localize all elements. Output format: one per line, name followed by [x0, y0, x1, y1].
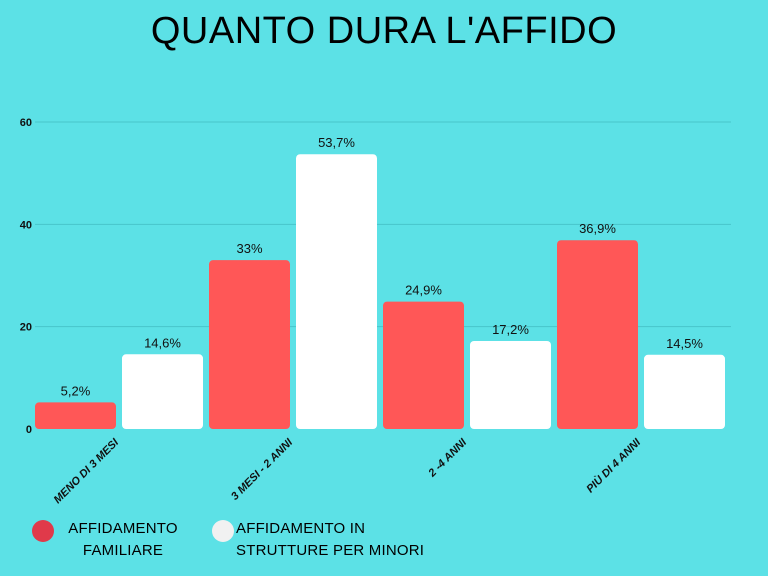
legend-swatch-strutture [212, 520, 234, 542]
y-tick-label: 60 [20, 117, 32, 129]
chart-title: QUANTO DURA L'AFFIDO [150, 10, 618, 52]
legend-label-familiare-line1: AFFIDAMENTO [68, 520, 178, 537]
data-label: 17,2% [492, 322, 529, 337]
data-label: 53,7% [318, 135, 355, 150]
x-tick-label: PIÙ DI 4 ANNI [584, 435, 644, 495]
legend-swatch-familiare [32, 520, 54, 542]
y-tick-label: 0 [26, 424, 32, 436]
x-tick-label: MENO DI 3 MESI [52, 436, 122, 506]
bar-familiare [383, 301, 464, 429]
y-tick-label: 20 [20, 322, 32, 334]
data-label: 14,5% [666, 336, 703, 351]
data-label: 36,9% [579, 221, 616, 236]
bar-strutture [644, 354, 725, 429]
bar-strutture [470, 340, 551, 429]
y-tick-label: 40 [20, 219, 32, 231]
data-label: 33% [236, 241, 262, 256]
data-label: 5,2% [61, 383, 91, 398]
legend-label-familiare-line2: FAMILIARE [82, 542, 164, 559]
legend-item-affidamento-familiare: AFFIDAMENTO FAMILIARE [32, 518, 188, 562]
bar-familiare [35, 402, 116, 429]
legend-label-familiare: AFFIDAMENTO FAMILIARE [58, 518, 188, 562]
bar-familiare [557, 240, 638, 429]
bar-strutture [122, 354, 203, 429]
legend-label-strutture-line2: STRUTTURE PER MINORI [236, 542, 425, 559]
bar-familiare [209, 260, 290, 429]
x-tick-label: 3 MESI - 2 ANNI [229, 436, 296, 503]
bar-strutture [296, 154, 377, 430]
data-label: 24,9% [405, 283, 442, 298]
legend-label-strutture-line1: AFFIDAMENTO IN [236, 520, 366, 537]
legend-item-affidamento-strutture: AFFIDAMENTO IN STRUTTURE PER MINORI [212, 518, 436, 562]
legend-label-strutture: AFFIDAMENTO IN STRUTTURE PER MINORI [236, 518, 436, 562]
x-tick-label: 2 -4 ANNI [426, 436, 470, 480]
data-label: 14,6% [144, 335, 181, 350]
